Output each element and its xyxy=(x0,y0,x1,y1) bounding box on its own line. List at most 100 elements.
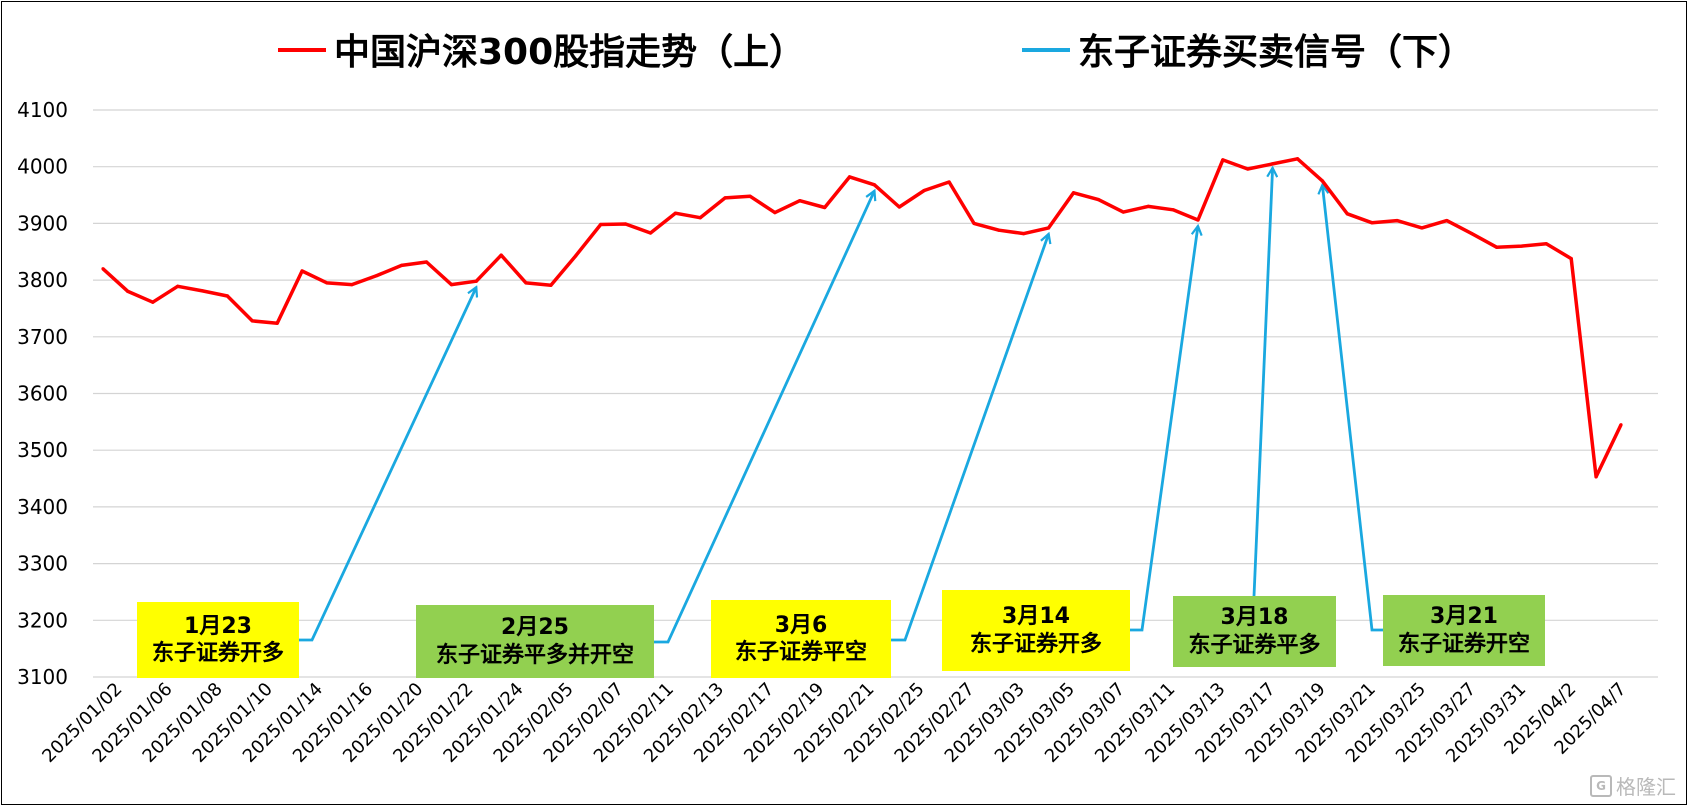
data-point xyxy=(574,254,578,258)
data-point xyxy=(847,175,852,179)
data-point xyxy=(1544,242,1548,246)
y-tick-label: 3200 xyxy=(17,608,68,632)
data-point xyxy=(300,269,304,273)
data-point xyxy=(101,267,105,271)
signal-arrow xyxy=(1322,185,1383,632)
data-point xyxy=(648,231,653,235)
gridlines xyxy=(93,109,1658,678)
data-point xyxy=(698,216,702,220)
signal-text: 东子证券平多并开空 xyxy=(435,642,634,668)
index-line xyxy=(101,157,1623,479)
y-tick-label: 3700 xyxy=(17,325,68,349)
G-logo-icon: G xyxy=(1590,774,1612,797)
data-point xyxy=(723,196,727,200)
signal-text: 东子证券开多 xyxy=(151,641,284,666)
data-point xyxy=(375,273,379,278)
data-point xyxy=(350,283,354,287)
data-point xyxy=(1196,218,1200,222)
y-tick-label: 4100 xyxy=(17,98,68,122)
data-point xyxy=(1519,244,1524,248)
data-point xyxy=(1345,212,1349,216)
data-point xyxy=(947,180,951,184)
signal-date: 3月6 xyxy=(774,612,828,638)
signal-box: 1月23 东子证券开多 xyxy=(137,602,299,678)
data-point xyxy=(250,319,254,323)
legend-label: 中国沪深300股指走势（上） xyxy=(334,32,805,73)
data-point xyxy=(200,289,205,293)
y-tick-label: 3900 xyxy=(17,211,68,235)
y-axis: 3100 3200 3300 3400 3500 3600 3700 3800 3900 4000… xyxy=(17,98,68,689)
data-point xyxy=(1146,204,1150,208)
x-axis: 2025/01/022025/01/062025/01/082025/01/10… xyxy=(38,679,1630,767)
data-point xyxy=(773,211,777,215)
signal-box: 2月25 东子证券平多并开空 xyxy=(416,605,654,678)
data-point xyxy=(1121,210,1125,214)
data-point xyxy=(1470,232,1474,236)
data-point xyxy=(623,222,628,226)
data-point xyxy=(872,183,877,187)
signal-text: 东子证券平空 xyxy=(734,640,867,665)
data-point xyxy=(499,253,503,257)
data-point xyxy=(1619,423,1623,427)
data-point xyxy=(1295,157,1300,161)
signal-box: 3月18 东子证券平多 xyxy=(1173,596,1336,667)
signal-arrow xyxy=(1130,226,1198,632)
y-tick-label: 3800 xyxy=(17,268,68,292)
data-point xyxy=(1370,221,1374,225)
signal-text: 东子证券开多 xyxy=(969,631,1102,657)
data-point xyxy=(400,263,404,267)
data-point xyxy=(225,294,230,298)
signal-text: 东子证券开空 xyxy=(1397,631,1530,657)
data-point xyxy=(673,211,677,215)
data-point xyxy=(798,199,802,203)
watermark-text: 格隆汇 xyxy=(1616,775,1676,799)
signal-box: 3月21 东子证券开空 xyxy=(1383,595,1545,666)
y-tick-label: 3500 xyxy=(17,438,68,462)
data-point xyxy=(524,281,528,285)
data-point xyxy=(1022,232,1026,236)
data-point xyxy=(325,281,329,285)
data-point xyxy=(1445,218,1449,223)
data-point xyxy=(972,221,976,225)
data-point xyxy=(1320,179,1324,183)
signal-box: 3月14 东子证券开多 xyxy=(942,590,1130,671)
signal-arrow xyxy=(299,287,476,642)
signal-text: 东子证券平多 xyxy=(1188,632,1321,658)
signal-date: 3月21 xyxy=(1430,604,1498,629)
signal-date: 3月14 xyxy=(1002,604,1070,629)
data-point xyxy=(151,300,155,304)
data-point xyxy=(1420,226,1424,230)
y-tick-label: 3400 xyxy=(17,495,68,519)
signal-date: 2月25 xyxy=(501,615,569,640)
legend-label: 东子证券买卖信号（下） xyxy=(1078,32,1474,73)
data-point xyxy=(1569,256,1573,261)
data-point xyxy=(1071,191,1076,195)
data-point xyxy=(1171,208,1175,212)
signal-date: 3月18 xyxy=(1220,605,1289,630)
data-point xyxy=(1096,197,1101,202)
watermark: G 格隆汇 xyxy=(1590,771,1676,800)
data-point xyxy=(1246,167,1250,171)
y-tick-label: 4000 xyxy=(17,155,68,179)
signal-lines xyxy=(299,168,1383,644)
data-point xyxy=(474,279,478,283)
y-tick-label: 3100 xyxy=(17,665,68,689)
data-point xyxy=(424,260,429,264)
data-point xyxy=(997,228,1001,232)
data-point xyxy=(176,284,180,288)
data-point xyxy=(897,205,901,209)
data-point xyxy=(922,188,926,193)
data-point xyxy=(1047,226,1051,230)
y-tick-label: 3300 xyxy=(17,552,68,576)
y-tick-label: 3600 xyxy=(17,382,68,406)
data-point xyxy=(748,194,752,198)
index-line-series xyxy=(101,157,1623,479)
data-point xyxy=(599,222,603,227)
data-point xyxy=(275,321,279,325)
signal-arrow xyxy=(1252,168,1273,597)
data-point xyxy=(1594,475,1598,479)
data-point xyxy=(1494,245,1499,249)
data-point xyxy=(1395,218,1399,223)
